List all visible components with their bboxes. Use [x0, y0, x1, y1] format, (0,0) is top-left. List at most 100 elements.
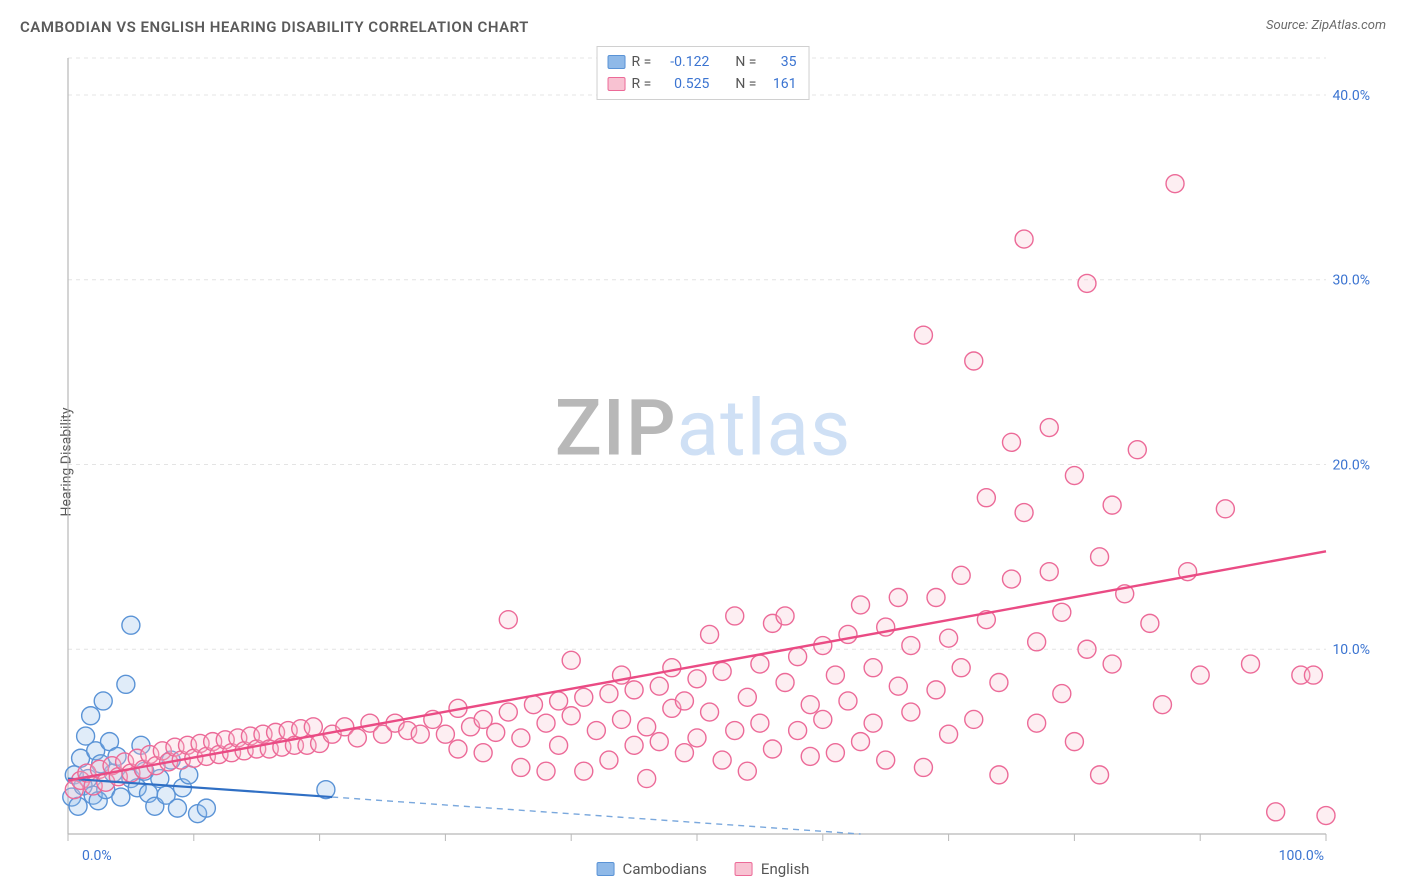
point-english	[701, 703, 719, 721]
point-english	[1065, 467, 1083, 485]
point-english	[927, 589, 945, 607]
point-english	[977, 489, 995, 507]
point-english	[1078, 640, 1096, 658]
point-english	[776, 673, 794, 691]
point-english	[1091, 548, 1109, 566]
point-english	[864, 714, 882, 732]
point-english	[1141, 614, 1159, 632]
point-english	[990, 766, 1008, 784]
point-english	[726, 722, 744, 740]
stats-legend: R =-0.122N =35R =0.525N =161	[597, 46, 810, 100]
point-english	[814, 710, 832, 728]
point-english	[1003, 570, 1021, 588]
point-english	[1053, 603, 1071, 621]
point-english	[499, 611, 517, 629]
point-english	[914, 758, 932, 776]
stat-n-value: 35	[762, 51, 796, 73]
point-english	[1166, 175, 1184, 193]
point-english	[751, 714, 769, 732]
point-english	[436, 725, 454, 743]
point-english	[839, 692, 857, 710]
point-english	[1103, 655, 1121, 673]
point-english	[713, 662, 731, 680]
point-english	[902, 703, 920, 721]
point-english	[1028, 714, 1046, 732]
point-english	[348, 729, 366, 747]
point-english	[814, 637, 832, 655]
point-english	[763, 740, 781, 758]
point-english	[1242, 655, 1260, 673]
point-english	[1304, 666, 1322, 684]
point-english	[852, 596, 870, 614]
legend-label: Cambodians	[623, 860, 707, 878]
point-english	[487, 723, 505, 741]
point-cambodians	[122, 616, 140, 634]
point-english	[1216, 500, 1234, 518]
point-english	[914, 326, 932, 344]
point-english	[952, 566, 970, 584]
point-english	[562, 651, 580, 669]
point-english	[575, 688, 593, 706]
point-english	[877, 751, 895, 769]
point-english	[1015, 230, 1033, 248]
point-cambodians	[82, 707, 100, 725]
point-english	[638, 718, 656, 736]
point-english	[751, 655, 769, 673]
point-english	[587, 722, 605, 740]
point-english	[801, 696, 819, 714]
stat-r-value: -0.122	[657, 51, 709, 73]
y-tick-label: 10.0%	[1332, 642, 1370, 658]
series-legend: Cambodians English	[597, 860, 810, 878]
point-english	[304, 718, 322, 736]
x-tick-label: 100.0%	[1279, 848, 1324, 864]
point-english	[990, 673, 1008, 691]
point-english	[638, 770, 656, 788]
chart-title: CAMBODIAN VS ENGLISH HEARING DISABILITY …	[20, 18, 529, 36]
point-english	[550, 692, 568, 710]
stats-row-cambodians: R =-0.122N =35	[608, 51, 797, 73]
point-english	[675, 744, 693, 762]
point-cambodians	[168, 799, 186, 817]
stat-r-value: 0.525	[657, 73, 709, 95]
point-english	[839, 625, 857, 643]
point-english	[650, 733, 668, 751]
legend-item-english: English	[735, 860, 810, 878]
point-english	[1078, 274, 1096, 292]
legend-label: English	[761, 860, 810, 878]
point-english	[826, 744, 844, 762]
point-english	[965, 352, 983, 370]
chart-header: CAMBODIAN VS ENGLISH HEARING DISABILITY …	[0, 0, 1406, 40]
swatch-english	[608, 77, 626, 91]
source-attribution: Source: ZipAtlas.com	[1266, 18, 1386, 33]
regression-dash-cambodians	[332, 797, 860, 834]
x-tick-label: 0.0%	[82, 848, 112, 864]
point-english	[1128, 441, 1146, 459]
point-english	[625, 681, 643, 699]
point-english	[852, 733, 870, 751]
point-english	[550, 736, 568, 754]
point-english	[512, 758, 530, 776]
point-english	[889, 589, 907, 607]
y-tick-label: 20.0%	[1332, 457, 1370, 473]
point-english	[940, 725, 958, 743]
point-english	[600, 751, 618, 769]
point-english	[613, 710, 631, 728]
source-link[interactable]: ZipAtlas.com	[1311, 18, 1386, 33]
point-english	[1153, 696, 1171, 714]
point-english	[889, 677, 907, 695]
chart-area: Hearing Disability ZIPatlas 10.0%20.0%30…	[20, 44, 1386, 880]
swatch-cambodians	[608, 55, 626, 69]
stat-n-value: 161	[762, 73, 796, 95]
point-english	[625, 736, 643, 754]
point-english	[688, 729, 706, 747]
point-english	[1040, 419, 1058, 437]
point-english	[1065, 733, 1083, 751]
point-cambodians	[197, 799, 215, 817]
stats-row-english: R =0.525N =161	[608, 73, 797, 95]
point-english	[663, 659, 681, 677]
point-english	[449, 740, 467, 758]
point-english	[1015, 504, 1033, 522]
point-english	[789, 648, 807, 666]
point-cambodians	[112, 788, 130, 806]
point-english	[1191, 666, 1209, 684]
